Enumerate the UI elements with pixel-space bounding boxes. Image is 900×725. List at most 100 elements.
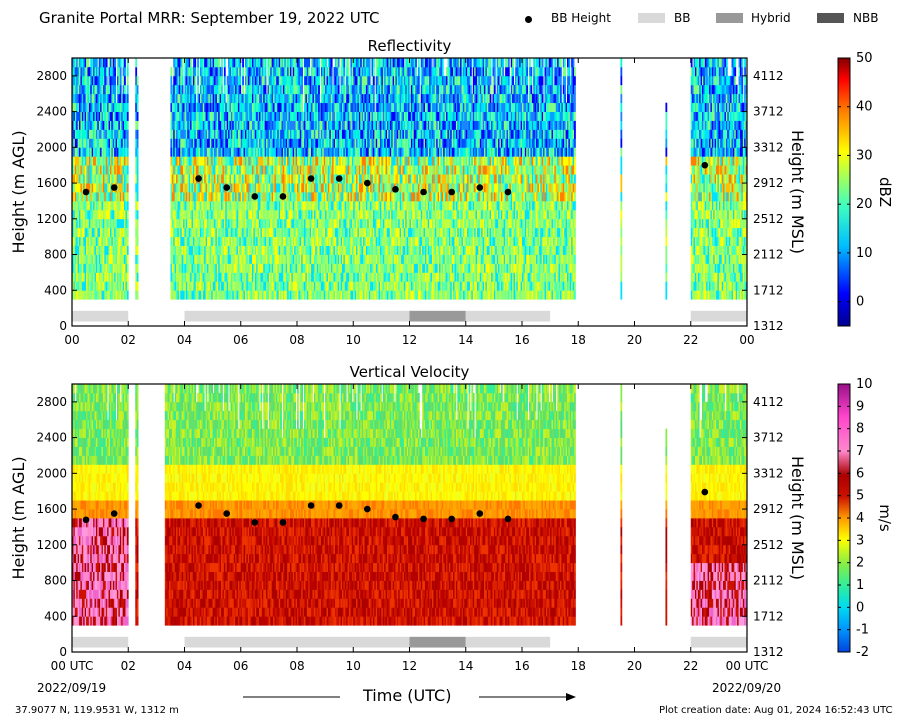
heatmap-cell xyxy=(291,227,294,238)
heatmap-cell xyxy=(225,192,228,202)
heatmap-cell xyxy=(105,218,108,229)
heatmap-cell xyxy=(305,236,308,246)
heatmap-cell xyxy=(266,120,268,130)
heatmap-cell xyxy=(267,93,270,104)
heatmap-cell xyxy=(209,75,212,86)
heatmap-cell xyxy=(211,236,214,246)
heatmap-cell xyxy=(308,165,311,175)
heatmap-cell xyxy=(72,272,74,282)
heatmap-cell xyxy=(100,183,102,193)
heatmap-cell xyxy=(289,58,292,68)
heatmap-cell xyxy=(136,147,139,157)
heatmap-cell xyxy=(284,58,287,68)
heatmap-cell xyxy=(80,192,83,202)
heatmap-cell xyxy=(90,281,93,291)
heatmap-cell xyxy=(80,209,83,220)
heatmap-cell xyxy=(115,245,118,255)
heatmap-cell xyxy=(86,272,88,282)
heatmap-cell xyxy=(211,183,214,193)
heatmap-cell xyxy=(79,66,81,77)
heatmap-cell xyxy=(280,84,282,95)
heatmap-cell xyxy=(252,93,254,104)
heatmap-cell xyxy=(306,120,309,130)
heatmap-cell xyxy=(221,174,223,184)
heatmap-cell xyxy=(191,236,194,246)
heatmap-cell xyxy=(76,254,79,264)
heatmap-cell xyxy=(223,111,226,121)
heatmap-cell xyxy=(259,111,261,121)
heatmap-cell xyxy=(280,200,282,211)
heatmap-cell xyxy=(101,281,104,291)
heatmap-cell xyxy=(185,218,188,229)
heatmap-cell xyxy=(102,227,105,238)
heatmap-cell xyxy=(260,102,263,112)
heatmap-cell xyxy=(124,111,126,121)
heatmap-cell xyxy=(108,129,111,139)
heatmap-cell xyxy=(225,263,228,273)
heatmap-cell xyxy=(284,290,287,300)
heatmap-cell xyxy=(280,58,282,68)
heatmap-cell xyxy=(219,192,222,202)
heatmap-cell xyxy=(93,165,95,175)
heatmap-cell xyxy=(119,227,122,238)
heatmap-cell xyxy=(98,183,101,193)
heatmap-cell xyxy=(235,84,237,95)
heatmap-cell xyxy=(237,218,240,229)
heatmap-cell xyxy=(284,138,287,148)
heatmap-cell xyxy=(183,183,185,193)
heatmap-cell xyxy=(230,200,233,211)
heatmap-cell xyxy=(178,192,181,202)
heatmap-cell xyxy=(305,200,308,211)
heatmap-cell xyxy=(176,281,178,291)
heatmap-cell xyxy=(81,236,84,246)
heatmap-cell xyxy=(289,272,292,282)
heatmap-cell xyxy=(211,156,214,166)
heatmap-cell xyxy=(226,290,229,300)
heatmap-cell xyxy=(287,236,289,246)
heatmap-cell xyxy=(337,84,340,95)
heatmap-cell xyxy=(343,58,346,68)
heatmap-cell xyxy=(236,263,239,273)
heatmap-cell xyxy=(183,192,185,202)
heatmap-cell xyxy=(209,138,212,148)
heatmap-cell xyxy=(114,111,116,121)
heatmap-cell xyxy=(216,58,219,68)
heatmap-cell xyxy=(289,138,292,148)
heatmap-cell xyxy=(187,156,190,166)
heatmap-cell xyxy=(295,75,298,86)
heatmap-cell xyxy=(88,209,91,220)
heatmap-cell xyxy=(104,58,107,68)
heatmap-cell xyxy=(97,75,100,86)
heatmap-cell xyxy=(236,218,239,229)
heatmap-cell xyxy=(114,245,116,255)
heatmap-cell xyxy=(202,129,205,139)
heatmap-cell xyxy=(208,218,211,229)
heatmap-cell xyxy=(266,281,268,291)
heatmap-cell xyxy=(292,93,295,104)
heatmap-cell xyxy=(216,147,219,157)
heatmap-cell xyxy=(101,174,104,184)
heatmap-cell xyxy=(280,281,282,291)
heatmap-cell xyxy=(261,93,264,104)
heatmap-cell xyxy=(233,58,236,68)
heatmap-cell xyxy=(246,120,249,130)
heatmap-cell xyxy=(304,192,306,202)
heatmap-cell xyxy=(250,192,253,202)
heatmap-cell xyxy=(266,165,268,175)
heatmap-cell xyxy=(232,200,235,211)
heatmap-cell xyxy=(204,120,206,130)
heatmap-cell xyxy=(215,58,218,68)
heatmap-cell xyxy=(223,138,226,148)
heatmap-cell xyxy=(299,84,302,95)
heatmap-cell xyxy=(287,165,289,175)
heatmap-cell xyxy=(288,200,291,211)
heatmap-cell xyxy=(318,66,320,77)
heatmap-cell xyxy=(136,290,139,300)
heatmap-cell xyxy=(115,218,118,229)
heatmap-cell xyxy=(253,111,256,121)
heatmap-cell xyxy=(114,200,116,211)
heatmap-cell xyxy=(289,120,292,130)
heatmap-cell xyxy=(98,75,101,86)
heatmap-cell xyxy=(275,290,278,300)
heatmap-cell xyxy=(112,147,115,157)
